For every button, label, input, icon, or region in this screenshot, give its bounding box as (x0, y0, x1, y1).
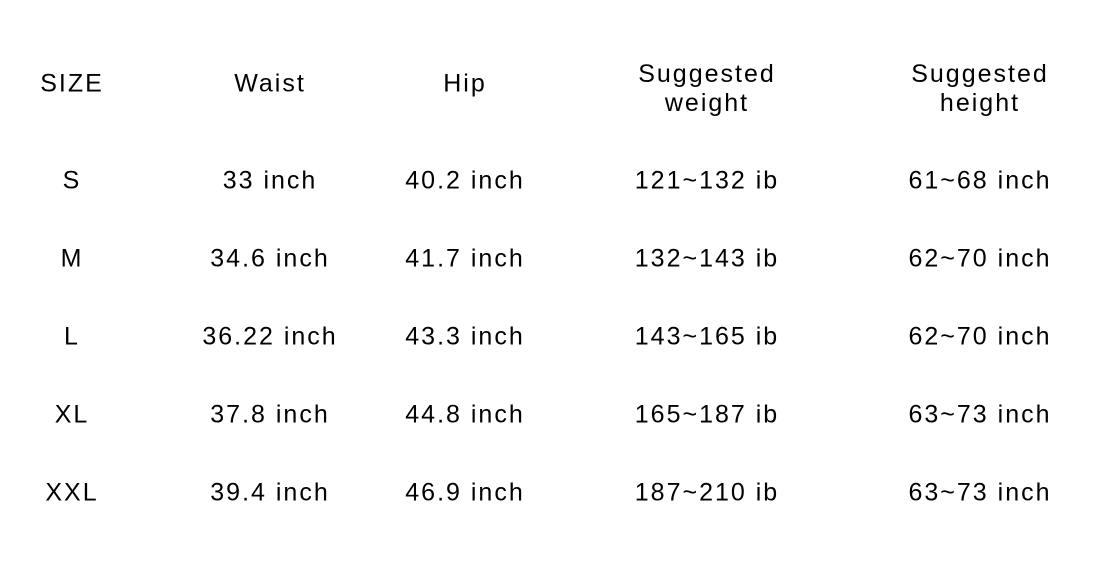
column-header: Hip (443, 70, 487, 99)
column-header: SIZE (40, 70, 104, 99)
size-label: M (60, 244, 84, 273)
table-cell: 40.2 inch (405, 166, 525, 195)
table-cell: 46.9 inch (405, 478, 525, 507)
size-label: XXL (45, 478, 99, 507)
table-cell: 62~70 inch (908, 244, 1052, 273)
table-cell: 34.6 inch (210, 244, 330, 273)
table-cell: 37.8 inch (210, 400, 330, 429)
column-header-line: Hip (443, 69, 487, 98)
table-cell: 33 inch (222, 166, 318, 195)
table-cell: 36.22 inch (202, 322, 338, 351)
table-cell: 39.4 inch (210, 478, 330, 507)
table-cell: 63~73 inch (908, 400, 1052, 429)
table-cell: 62~70 inch (908, 322, 1052, 351)
size-label: XL (54, 400, 90, 429)
column-header: Waist (234, 70, 306, 99)
column-header-line: SIZE (40, 69, 104, 98)
table-cell: 143~165 ib (634, 322, 780, 351)
table-cell: 63~73 inch (908, 478, 1052, 507)
column-header-line: Suggested (911, 60, 1049, 88)
column-header-line: weight (664, 89, 750, 117)
column-header: Suggested height (911, 60, 1049, 118)
column-header-line: height (939, 89, 1021, 117)
table-cell: 43.3 inch (405, 322, 525, 351)
column-header: Suggested weight (638, 60, 776, 118)
size-label: S (62, 166, 82, 195)
column-header-line: Waist (234, 69, 306, 98)
table-cell: 61~68 inch (908, 166, 1052, 195)
column-header-line: Suggested (638, 60, 776, 88)
table-cell: 121~132 ib (634, 166, 780, 195)
table-cell: 187~210 ib (634, 478, 780, 507)
table-cell: 41.7 inch (405, 244, 525, 273)
table-cell: 165~187 ib (634, 400, 780, 429)
size-label: L (64, 322, 80, 351)
table-cell: 132~143 ib (634, 244, 780, 273)
table-cell: 44.8 inch (405, 400, 525, 429)
